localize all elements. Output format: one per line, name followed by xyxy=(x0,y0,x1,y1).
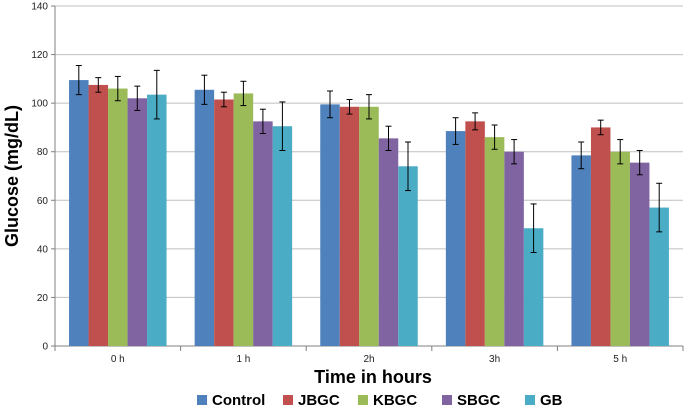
bar-sbgc-0 xyxy=(127,98,148,347)
x-tick-label: 5 h xyxy=(613,354,627,365)
y-axis-title: Glucose (mg/dL) xyxy=(2,105,22,247)
bar-kbgc-3 xyxy=(484,137,505,346)
legend-label-control: Control xyxy=(212,392,265,409)
bar-control-2 xyxy=(320,104,340,346)
x-tick-label: 1 h xyxy=(236,354,250,365)
error-bars xyxy=(75,65,663,253)
y-tick-label: 60 xyxy=(37,196,49,207)
legend-label-gb: GB xyxy=(540,392,563,409)
y-tick-label: 120 xyxy=(31,50,48,61)
legend-swatch-gb xyxy=(525,395,535,405)
bar-control-1 xyxy=(194,89,215,347)
x-tick-label: 3h xyxy=(489,354,500,365)
bar-jbgc-4 xyxy=(590,127,611,346)
legend-swatch-kbgc xyxy=(358,395,368,405)
legend-swatch-sbgc xyxy=(442,395,452,405)
x-tick-label: 2h xyxy=(363,354,374,365)
bar-gb-2 xyxy=(398,166,418,346)
y-tick-label: 40 xyxy=(37,244,49,255)
bar-control-4 xyxy=(571,155,591,346)
y-tick-label: 20 xyxy=(37,293,49,304)
legend-label-sbgc: SBGC xyxy=(457,392,501,409)
bar-control-0 xyxy=(69,80,89,347)
bar-kbgc-4 xyxy=(610,151,630,346)
legend: Control JBGC KBGC SBGC GB xyxy=(197,392,563,409)
y-tick-label: 100 xyxy=(31,99,48,110)
bar-gb-4 xyxy=(649,207,669,346)
legend-label-kbgc: KBGC xyxy=(373,392,417,409)
bar-sbgc-4 xyxy=(629,162,650,346)
bar-gb-1 xyxy=(272,126,293,346)
bar-kbgc-2 xyxy=(359,106,379,347)
bar-control-3 xyxy=(445,131,466,346)
bar-jbgc-2 xyxy=(339,106,360,347)
bar-kbgc-0 xyxy=(108,88,128,347)
y-tick-label: 0 xyxy=(42,342,48,353)
tick-labels: 0 20 40 60 80 100 120 140 0 h 1 h 2h 3h 5 h xyxy=(31,2,627,366)
bar-kbgc-1 xyxy=(233,93,254,346)
x-tick-label: 0 h xyxy=(111,354,125,365)
bar-jbgc-3 xyxy=(465,121,485,346)
y-tick-label: 80 xyxy=(37,147,49,158)
bar-sbgc-3 xyxy=(504,151,524,346)
bar-jbgc-0 xyxy=(88,84,109,346)
legend-swatch-control xyxy=(197,395,207,405)
legend-swatch-jbgc xyxy=(283,395,293,405)
bar-sbgc-1 xyxy=(253,121,273,346)
x-axis-title: Time in hours xyxy=(314,367,432,387)
legend-label-jbgc: JBGC xyxy=(298,392,340,409)
y-tick-label: 140 xyxy=(31,2,48,13)
bar-gb-3 xyxy=(523,228,544,346)
bars xyxy=(69,80,669,347)
bar-gb-0 xyxy=(147,94,167,347)
bar-jbgc-1 xyxy=(214,99,234,346)
bar-sbgc-2 xyxy=(378,138,399,346)
